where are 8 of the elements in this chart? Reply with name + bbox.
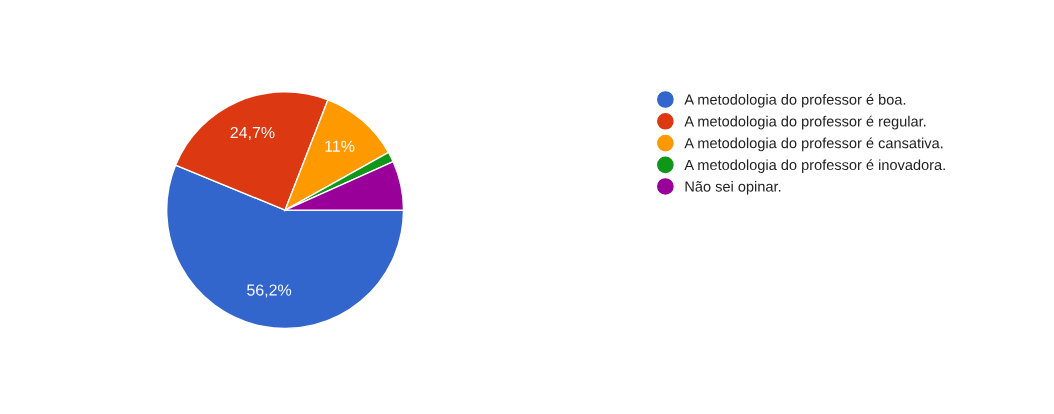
legend-label: A metodologia do professor é inovadora. (684, 159, 945, 173)
legend-label: A metodologia do professor é boa. (684, 93, 906, 108)
legend-label: A metodologia do professor é regular. (684, 115, 926, 130)
data-label: 56,2% (247, 284, 292, 298)
data-label: 24,7% (230, 126, 275, 141)
legend-label: Não sei opinar. (685, 181, 781, 195)
legend-label: A metodologia do professor é cansativa. (684, 137, 943, 152)
data-label: 11% (325, 140, 355, 152)
